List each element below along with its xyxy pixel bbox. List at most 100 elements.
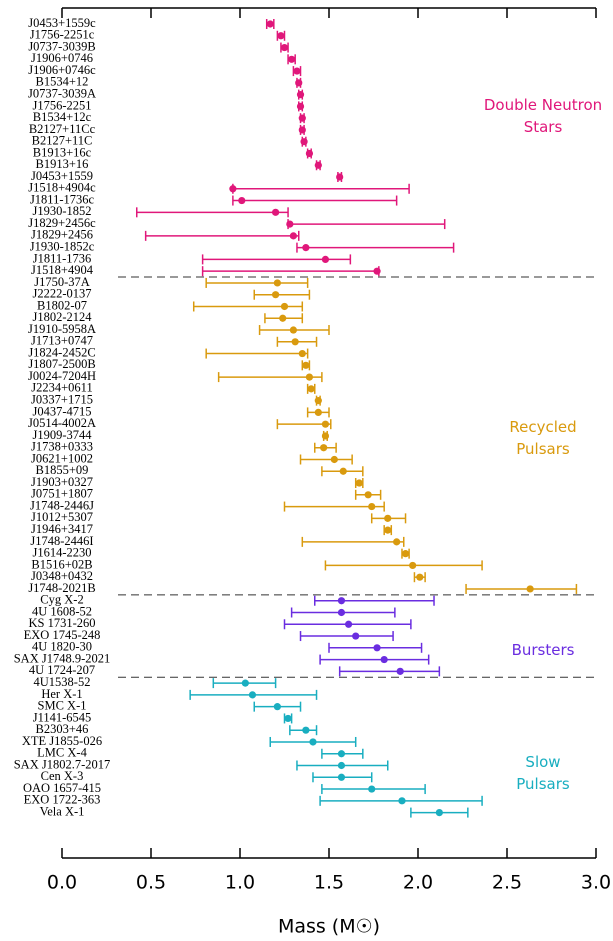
group-label: Bursters [511, 641, 575, 659]
row-label: B1855+09 [36, 463, 89, 477]
data-point [384, 526, 392, 534]
data-point [298, 126, 306, 134]
row-label: SAX J1802.7-2017 [14, 757, 111, 771]
data-point [280, 302, 289, 311]
row-label: J1518+4904c [28, 181, 96, 195]
x-tick-label: 2.0 [403, 872, 433, 894]
row-label: J0621+1002 [31, 451, 93, 465]
row-label: J2222-0137 [32, 287, 91, 301]
row-label: J1906+0746c [28, 63, 96, 77]
row-label: J1748-2446I [30, 534, 93, 548]
data-point [280, 43, 289, 52]
x-tick-label: 2.5 [492, 872, 522, 894]
row-label: J1829+2456c [28, 216, 96, 230]
row-label: EXO 1722-363 [24, 793, 101, 807]
data-point [393, 538, 401, 546]
data-point [337, 761, 346, 770]
row-label: B2127+11C [32, 134, 93, 148]
row-label: 4U 1608-52 [32, 604, 92, 618]
data-point [526, 585, 534, 593]
data-point [314, 397, 322, 405]
row-label: B1534+12 [36, 75, 89, 89]
data-point [435, 808, 443, 817]
row-label: J1946+3417 [31, 522, 93, 536]
data-point [337, 750, 346, 758]
data-point [321, 432, 330, 440]
row-label: J1756-2251c [30, 28, 95, 42]
data-point [339, 467, 347, 475]
data-point [229, 185, 237, 193]
row-label: J0751+1807 [31, 487, 93, 501]
row-label: LMC X-4 [37, 746, 87, 760]
row-label: B1516+02B [31, 557, 92, 571]
data-point [364, 491, 372, 499]
row-label: J1910-5958A [28, 322, 96, 336]
row-label: B1534+12c [33, 110, 92, 124]
data-point [330, 455, 338, 464]
row-label: J1811-1736c [30, 192, 95, 206]
data-point [373, 644, 381, 652]
row-label: XTE J1855-026 [22, 734, 102, 748]
data-point [337, 773, 346, 781]
row-label: B1913+16c [33, 145, 92, 159]
row-label: Her X-1 [41, 687, 82, 701]
data-point [302, 361, 310, 369]
row-label: J1930-1852c [30, 240, 95, 254]
data-point [368, 785, 376, 793]
row-label: Cen X-3 [41, 769, 84, 783]
data-point [289, 232, 297, 240]
row-label: J1903+0327 [31, 475, 93, 489]
row-label: SMC X-1 [38, 699, 87, 713]
data-point [380, 655, 388, 664]
data-point [272, 208, 280, 216]
row-label: J1909-3744 [32, 428, 92, 442]
row-label: J1713+0747 [31, 334, 93, 348]
row-label: EXO 1745-248 [24, 628, 101, 642]
row-label: B2127+11Cc [29, 122, 96, 136]
data-point [248, 691, 257, 699]
data-point [314, 408, 322, 417]
data-point [398, 797, 406, 805]
row-label: J0514-4002A [28, 416, 96, 430]
row-label: SAX J1748.9-2021 [14, 651, 111, 665]
data-point [296, 91, 305, 99]
data-point [337, 597, 346, 605]
data-point [344, 620, 353, 628]
row-label: J1748-2021B [28, 581, 95, 595]
data-point [273, 703, 281, 711]
x-tick-label: 1.5 [314, 872, 344, 894]
data-point [300, 138, 308, 146]
data-point [321, 255, 330, 263]
x-tick-label: 0.0 [47, 872, 77, 894]
data-point [409, 561, 417, 570]
row-label: J0453+1559 [31, 169, 93, 183]
data-point [314, 161, 322, 169]
row-label: J1750-37A [34, 275, 90, 289]
row-label: J1811-1736 [33, 251, 92, 265]
data-point [396, 667, 404, 675]
data-point [284, 714, 292, 723]
data-point [305, 149, 314, 158]
row-label: J0737-3039A [28, 86, 96, 100]
row-label: J1824-2452C [28, 345, 95, 359]
data-point [368, 502, 376, 511]
row-label: J0453+1559c [28, 16, 96, 30]
x-axis-label: Mass (M☉) [278, 916, 380, 938]
data-point [352, 632, 360, 640]
data-point [293, 67, 301, 75]
data-point [279, 314, 287, 322]
row-label: J1807-2500B [28, 357, 95, 371]
data-point [238, 196, 246, 205]
x-tick-label: 1.0 [225, 872, 255, 894]
data-point [296, 102, 305, 110]
row-label: J1738+0333 [31, 440, 93, 454]
row-label: J0024-7204H [28, 369, 96, 383]
x-tick-label: 3.0 [581, 872, 611, 894]
group-label: Double Neutron Stars [483, 96, 603, 136]
data-point [384, 514, 392, 522]
row-label: 4U 1820-30 [32, 640, 92, 654]
row-label: J0348+0432 [31, 569, 93, 583]
group-label: Slow Pulsars [516, 753, 570, 793]
